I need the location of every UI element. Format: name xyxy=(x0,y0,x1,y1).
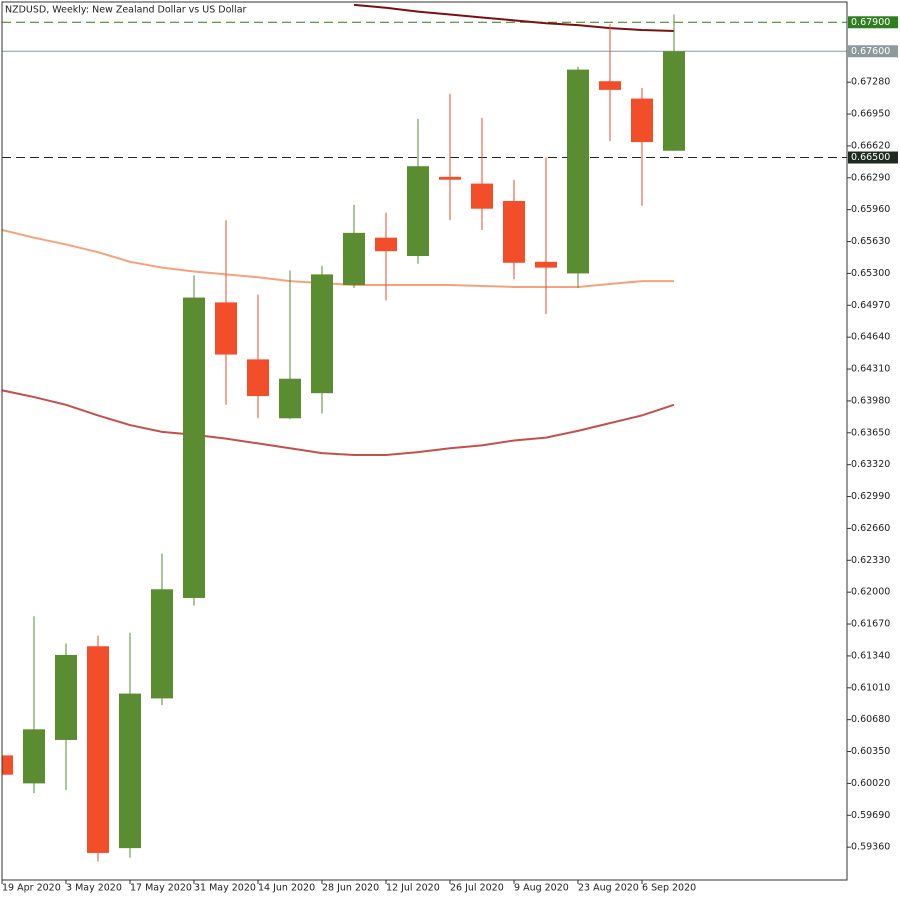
candle-body xyxy=(535,261,557,268)
y-tick-label: 0.61670 xyxy=(851,619,890,630)
candle-body xyxy=(439,176,461,180)
y-tick-label: 0.65300 xyxy=(851,268,890,279)
x-tick-label: 14 Jun 2020 xyxy=(258,883,315,894)
candle-body xyxy=(343,232,365,286)
y-tick-label: 0.60350 xyxy=(851,746,890,757)
y-tick-label: 0.63650 xyxy=(851,427,890,438)
moving-average xyxy=(2,389,675,457)
x-tick-label: 26 Jul 2020 xyxy=(450,883,504,894)
candle-body xyxy=(567,69,589,274)
level-label-box xyxy=(848,45,898,58)
candle-body xyxy=(151,589,173,699)
candle-body xyxy=(247,359,269,397)
x-tick-label: 9 Aug 2020 xyxy=(514,883,569,894)
y-tick-label: 0.63980 xyxy=(851,395,890,406)
y-tick-label: 0.59360 xyxy=(851,842,890,853)
candle-body xyxy=(631,98,653,143)
x-tick-label: 3 May 2020 xyxy=(66,883,122,894)
chart-title: NZDUSD, Weekly: New Zealand Dollar vs US… xyxy=(5,5,247,16)
y-tick-label: 0.66290 xyxy=(851,172,890,183)
x-tick-label: 12 Jul 2020 xyxy=(386,883,440,894)
level-label: 0.66500 xyxy=(851,152,890,163)
x-tick-label: 28 Jun 2020 xyxy=(322,883,379,894)
frame xyxy=(1,1,848,881)
level-label-box xyxy=(848,16,898,29)
y-tick-label: 0.62000 xyxy=(851,587,890,598)
moving-average xyxy=(2,228,674,288)
y-tick-label: 0.62330 xyxy=(851,555,890,566)
candle-body xyxy=(183,297,205,598)
level-label-box xyxy=(848,151,898,164)
moving-average xyxy=(353,3,675,32)
plot-area xyxy=(2,3,847,862)
x-tick-label: 6 Sep 2020 xyxy=(642,883,696,894)
candle-body xyxy=(2,755,13,775)
candle-body xyxy=(119,693,141,849)
y-tick-label: 0.66620 xyxy=(851,140,890,151)
y-tick-label: 0.64970 xyxy=(851,300,890,311)
y-tick-label: 0.60020 xyxy=(851,778,890,789)
x-tick-label: 31 May 2020 xyxy=(194,883,256,894)
candle-body xyxy=(55,654,77,740)
y-tick-label: 0.63320 xyxy=(851,459,890,470)
y-tick-label: 0.65960 xyxy=(851,204,890,215)
candle-body xyxy=(663,51,685,151)
candle-body xyxy=(279,378,301,419)
y-tick-label: 0.65630 xyxy=(851,236,890,247)
candle-body xyxy=(87,646,109,853)
y-tick-label: 0.59690 xyxy=(851,810,890,821)
y-tick-label: 0.62660 xyxy=(851,523,890,534)
y-tick-label: 0.64640 xyxy=(851,332,890,343)
candle-body xyxy=(215,302,237,355)
candle-body xyxy=(471,183,493,209)
y-tick-label: 0.62990 xyxy=(851,491,890,502)
x-tick-label: 19 Apr 2020 xyxy=(2,883,61,894)
candle-body xyxy=(599,81,621,90)
candle-body xyxy=(503,200,525,263)
level-label: 0.67900 xyxy=(851,17,890,28)
y-tick-label: 0.67280 xyxy=(851,77,890,88)
y-tick-label: 0.60680 xyxy=(851,714,890,725)
candle-body xyxy=(23,729,45,784)
y-tick-label: 0.64310 xyxy=(851,364,890,375)
x-tick-label: 17 May 2020 xyxy=(130,883,192,894)
candle-body xyxy=(407,166,429,257)
y-tick-label: 0.61340 xyxy=(851,650,890,661)
candle-body xyxy=(311,274,333,394)
y-tick-label: 0.61010 xyxy=(851,682,890,693)
candle-body xyxy=(375,237,397,252)
level-label: 0.67600 xyxy=(851,46,890,57)
y-tick-label: 0.66950 xyxy=(851,109,890,120)
x-tick-label: 23 Aug 2020 xyxy=(578,883,639,894)
